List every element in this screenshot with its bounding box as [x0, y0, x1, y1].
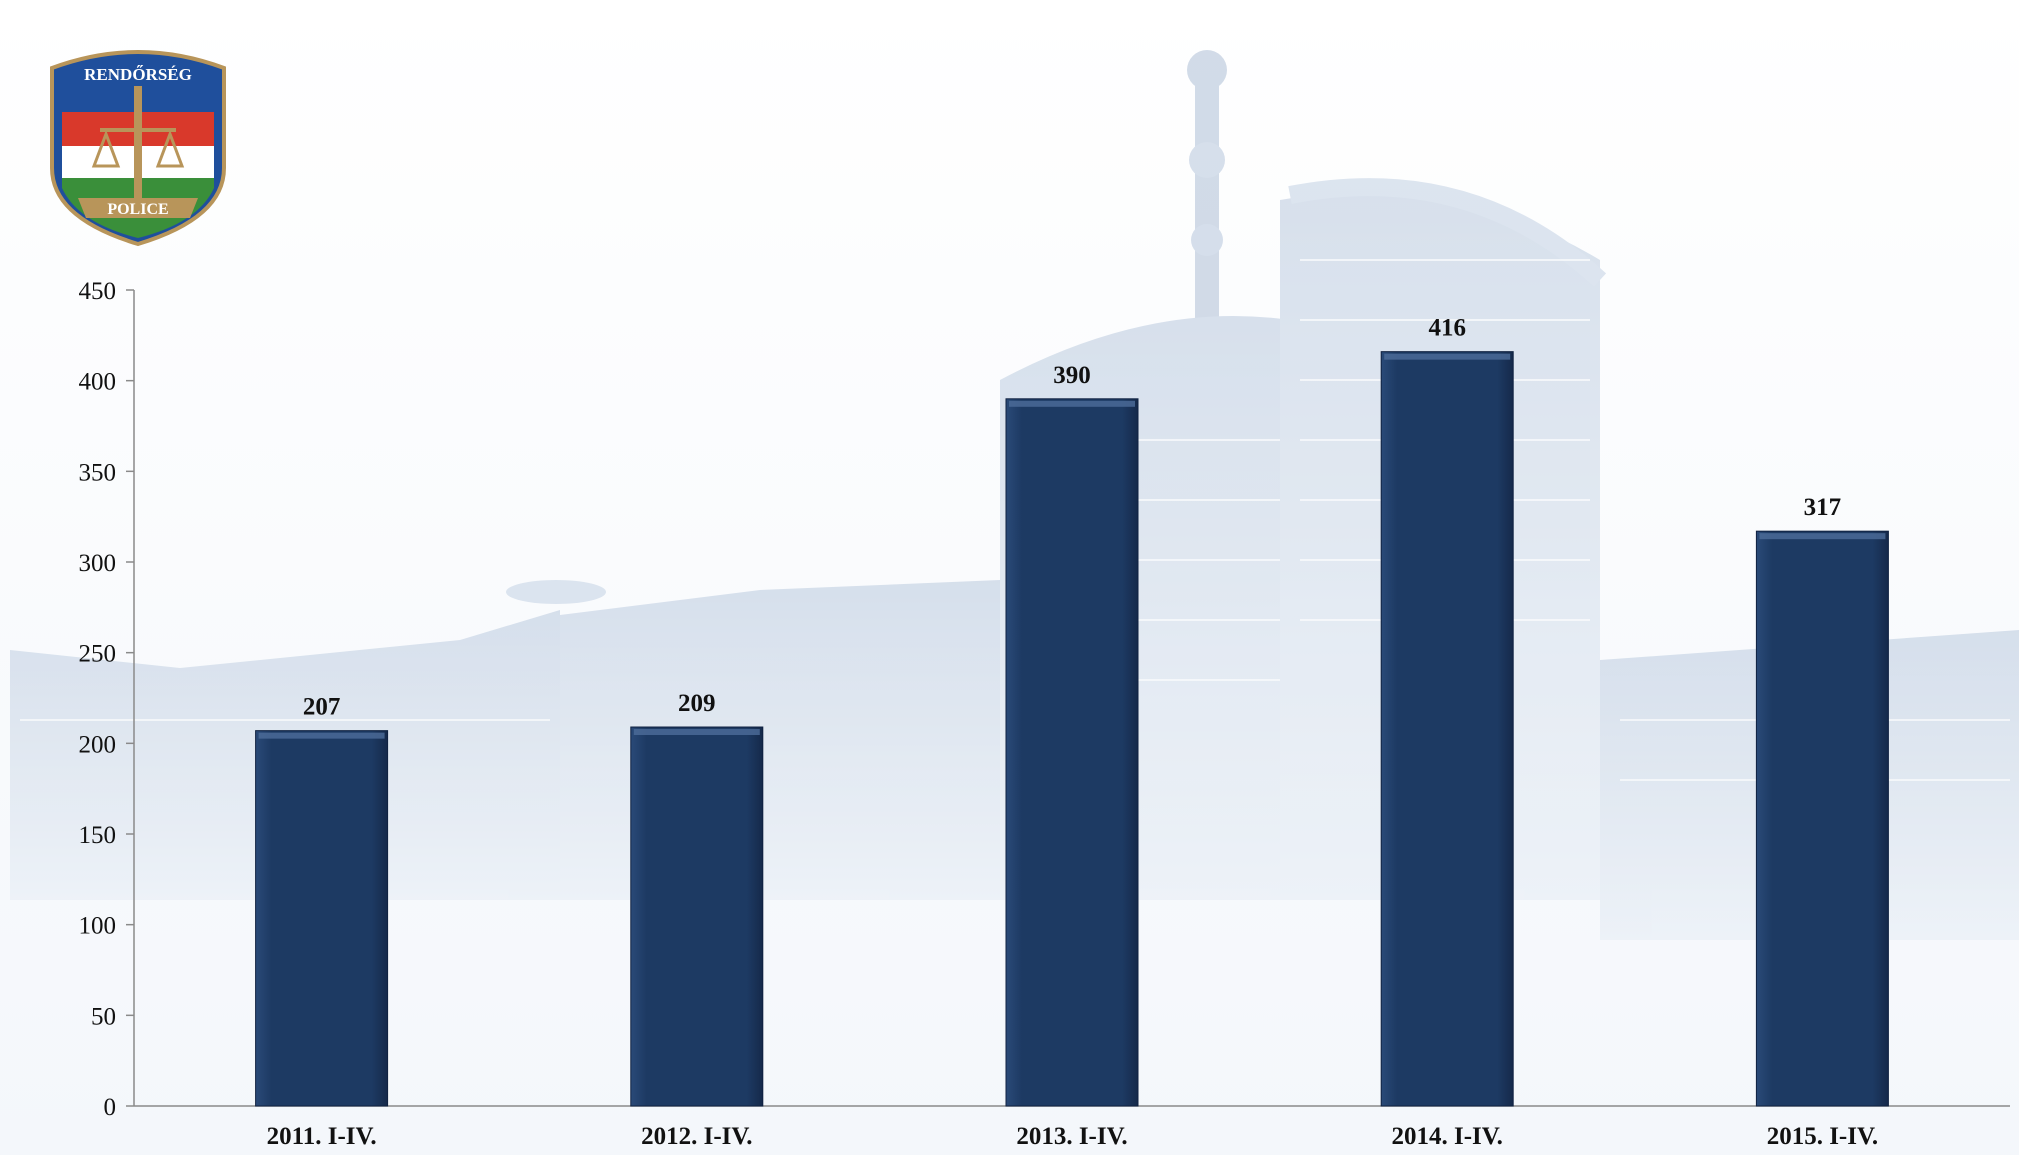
bar-2 — [630, 726, 764, 1107]
x-tick-label-5: 2015. I-IV. — [1767, 1123, 1878, 1150]
x-tick-label-3: 2013. I-IV. — [1016, 1123, 1127, 1150]
y-axis-ticks: 0 50 100 150 200 250 300 350 400 450 — [79, 278, 134, 1121]
x-axis-labels: 2011. I-IV. 2012. I-IV. 2013. I-IV. 2014. I… — [267, 1123, 1878, 1150]
bar-highlight — [1009, 400, 1135, 407]
y-tick-label: 0 — [104, 1094, 117, 1121]
bar-highlight — [1384, 353, 1511, 360]
y-tick-label: 100 — [79, 913, 117, 940]
data-labels: 207 209 390 416 317 — [303, 315, 1841, 721]
y-tick-label: 400 — [79, 369, 117, 396]
bar-1 — [255, 730, 389, 1107]
bar-highlight — [1759, 533, 1886, 540]
bar-4 — [1380, 351, 1514, 1107]
y-tick-label: 200 — [79, 731, 117, 758]
data-label-2: 209 — [678, 690, 716, 717]
y-tick-label: 250 — [79, 641, 117, 668]
x-tick-label-1: 2011. I-IV. — [267, 1123, 377, 1150]
x-tick-label-4: 2014. I-IV. — [1392, 1123, 1503, 1150]
y-tick-label: 300 — [79, 550, 117, 577]
police-shield-logo: RENDŐRSÉG POLICE — [50, 50, 226, 247]
logo-bottom-text: POLICE — [107, 201, 168, 218]
bar-series — [255, 351, 1889, 1107]
data-label-4: 416 — [1428, 315, 1466, 342]
bar-3 — [1005, 398, 1139, 1107]
bar-highlight — [258, 732, 385, 739]
data-label-5: 317 — [1804, 494, 1842, 521]
data-label-1: 207 — [303, 694, 341, 721]
bar-5 — [1755, 530, 1889, 1107]
logo-top-text: RENDŐRSÉG — [84, 65, 192, 84]
x-tick-label-2: 2012. I-IV. — [641, 1123, 752, 1150]
y-tick-label: 150 — [79, 822, 117, 849]
data-label-3: 390 — [1053, 362, 1091, 389]
y-tick-label: 50 — [91, 1003, 116, 1030]
y-tick-label: 350 — [79, 459, 117, 486]
y-tick-label: 450 — [79, 278, 117, 305]
bar-highlight — [633, 729, 760, 736]
